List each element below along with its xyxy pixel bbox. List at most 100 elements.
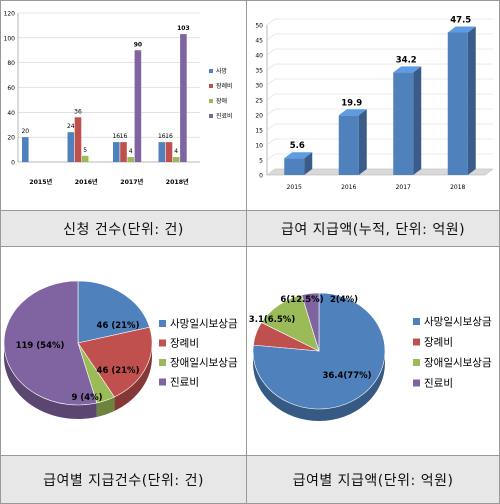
legend-label: 장애일시보상금: [170, 356, 238, 369]
y-tick-label: 35: [255, 68, 263, 75]
bar-장애: [81, 155, 89, 162]
bar-장례비: [120, 142, 127, 162]
caption-amount-by-benefit: 급여별 지급액(단위: 억원): [247, 456, 499, 503]
gridline-diag: [266, 93, 276, 101]
y-tick-label: 20: [7, 135, 15, 142]
bar-data-label: 90: [134, 41, 142, 48]
y-tick-label: 120: [4, 11, 16, 18]
pie-slice-side: [114, 343, 152, 411]
y-tick-label: 40: [7, 110, 15, 117]
legend-swatch-사망: [209, 69, 213, 73]
gridline-diag: [266, 123, 276, 131]
bar-top: [284, 152, 313, 159]
y-tick-label: 45: [255, 38, 263, 45]
y-tick-label: 25: [255, 98, 263, 105]
legend-swatch-진료비: [209, 114, 213, 118]
legend-label: 진료비: [216, 112, 233, 120]
bar-data-label: 36: [74, 108, 82, 115]
legend-swatch: [159, 320, 166, 327]
legend-label: 진료비: [170, 377, 199, 389]
bar-data-label: 16: [112, 133, 120, 140]
bar-side: [413, 66, 422, 175]
pie-slice-사망일시보상금: [252, 292, 386, 410]
bar-front: [338, 115, 359, 175]
caption-count-by-benefit: 급여별 지급건수(단위: 건): [1, 456, 246, 503]
legend-label: 장애: [216, 97, 227, 105]
bar-사망: [113, 142, 120, 162]
y-tick-label: 0: [259, 173, 263, 180]
bar-data-label: 47.5: [450, 16, 471, 26]
caption-application-count: 신청 건수(단위: 건): [1, 211, 246, 246]
pie-data-label: 2(4%): [330, 295, 358, 305]
bar-장애: [172, 157, 180, 162]
legend-label: 장례비: [170, 338, 199, 350]
legend-label: 사망: [216, 67, 228, 75]
y-tick-label: 80: [7, 60, 15, 67]
bar-data-label: 34.2: [396, 55, 417, 65]
bar-data-label: 16: [158, 133, 166, 140]
bar-data-label: 24: [67, 123, 75, 130]
pie-data-label: 36.4(77%): [322, 371, 371, 381]
bar-사망: [67, 132, 75, 162]
y-tick-label: 15: [255, 128, 263, 135]
bar-front: [393, 72, 414, 175]
bar-top: [393, 66, 422, 73]
y-tick-label: 50: [255, 23, 263, 30]
bar-사망: [22, 137, 29, 162]
legend-swatch: [159, 339, 166, 347]
pie-slice-진료비: [3, 280, 98, 406]
pie-data-label: 46 (21%): [97, 321, 140, 331]
pie-slice-장례비: [77, 326, 153, 398]
legend-swatch: [413, 338, 420, 346]
legend-swatch: [413, 318, 420, 325]
x-category-label: 2017: [396, 184, 411, 191]
caption-payment-amount: 급여 지급액(누적, 단위: 억원): [247, 211, 499, 246]
y-tick-label: 30: [255, 83, 263, 90]
bar-장애: [127, 157, 134, 162]
y-tick-label: 60: [7, 85, 15, 92]
pie-data-label: 46 (21%): [97, 366, 140, 376]
bar-data-label: 5: [83, 147, 87, 154]
y-tick-label: 5: [259, 158, 263, 165]
count-by-benefit-pie: 46 (21%) 46 (21%) 9 (4%) 119 (54%) 사망일시보상금장례…: [3, 280, 238, 419]
pie-slice-side: [253, 351, 385, 421]
legend-label: 진료비: [424, 378, 453, 390]
pie-slice-사망일시보상금: [77, 280, 150, 344]
amount-by-benefit-pie: 36.4(77%) 3.1(6.5%) 6(12.5%) 2(4%) 사망일시보상금장례…: [249, 292, 492, 421]
gridline-diag: [266, 138, 276, 146]
bar-side: [467, 26, 476, 175]
pie-data-label: 9 (4%): [71, 393, 102, 403]
bar-top: [338, 109, 367, 116]
gridline-diag: [266, 18, 276, 26]
gridline-diag: [266, 168, 276, 176]
pie-data-label: 119 (54%): [16, 341, 65, 351]
pie-slice-side: [4, 343, 97, 419]
legend-label: 사망일시보상금: [170, 317, 238, 330]
bar-top: [447, 26, 476, 33]
x-category-label: 2015: [287, 184, 302, 191]
bar-data-label: 19.9: [341, 98, 362, 108]
legend-label: 장례비: [424, 337, 453, 349]
bar-장례비: [165, 142, 173, 162]
legend-swatch: [413, 379, 420, 387]
legend-swatch-장애: [209, 99, 213, 103]
bar-장례비: [74, 117, 82, 162]
gridline-diag: [266, 153, 276, 161]
bar-front: [284, 158, 305, 175]
bar-side: [358, 109, 367, 175]
gridline-diag: [266, 63, 276, 71]
legend-swatch: [159, 359, 166, 366]
gridline-diag: [266, 48, 276, 56]
bar-data-label: 16: [120, 133, 128, 140]
x-category-label: 2015년: [29, 178, 52, 186]
legend-swatch: [159, 378, 166, 386]
bar-data-label: 4: [174, 148, 178, 155]
legend-swatch: [413, 359, 420, 366]
bar-side: [304, 152, 313, 175]
x-category-label: 2016: [341, 184, 356, 191]
cumulative-payment-chart: 0 5 10 15 20 25 30 35 40 45 50 5.6 2015 19.9 2016 34.2 2…: [255, 16, 494, 191]
pie-slice-진료비: [301, 292, 320, 352]
gridline-diag: [266, 108, 276, 116]
legend-label: 장례비: [216, 82, 233, 90]
